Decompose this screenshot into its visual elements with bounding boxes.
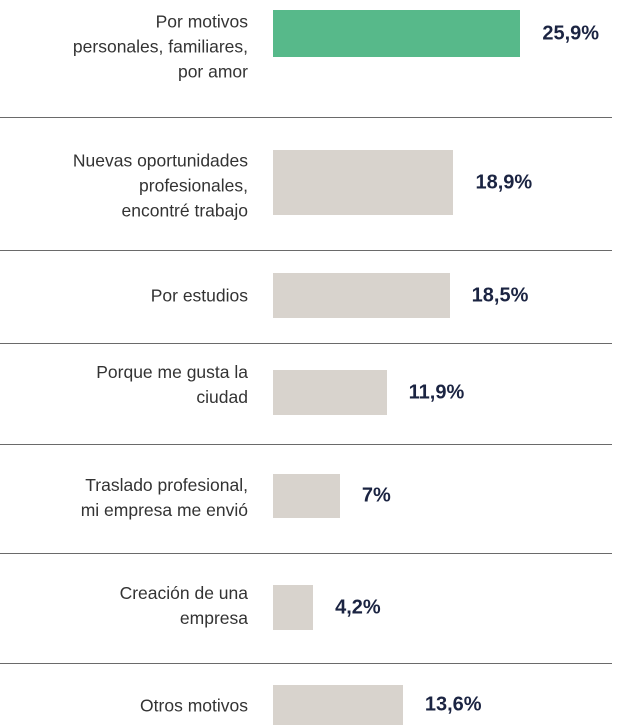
value-label: 11,9%: [408, 381, 465, 403]
bar: [273, 370, 387, 415]
bar: [273, 685, 403, 725]
category-label: Nuevas oportunidades profesionales, enco…: [72, 150, 248, 221]
bar: [273, 10, 521, 57]
category-label: Creación de una empresa: [119, 583, 248, 628]
bar: [273, 474, 340, 518]
category-label: Traslado profesional, mi empresa me envi…: [80, 475, 248, 520]
separator: [0, 553, 612, 554]
value-label: 13,6%: [424, 693, 482, 716]
category-label: Otros motivos: [140, 695, 248, 716]
value-label: 7%: [361, 484, 391, 507]
separator: [0, 663, 612, 664]
separator: [0, 250, 612, 251]
value-label: 18,5%: [471, 284, 529, 306]
separator: [0, 444, 612, 445]
separator: [0, 343, 612, 344]
category-label: Porque me gusta la ciudad: [96, 362, 248, 407]
separator: [0, 117, 612, 118]
category-label: Por motivos personales, familiares, por …: [72, 11, 248, 82]
bar: [273, 585, 314, 630]
value-label: 4,2%: [335, 596, 381, 618]
value-label: 18,9%: [475, 171, 533, 193]
bar: [273, 273, 450, 318]
bar: [273, 150, 454, 215]
category-label: Por estudios: [150, 285, 248, 306]
value-label: 25,9%: [542, 22, 600, 44]
